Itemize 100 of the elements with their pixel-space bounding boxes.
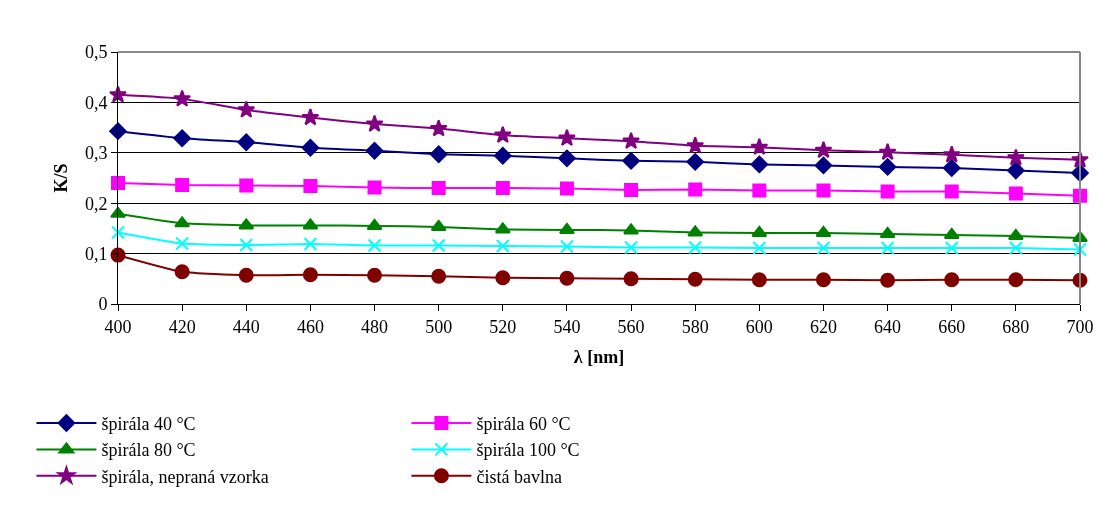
point <box>751 225 768 237</box>
point <box>559 270 575 286</box>
point <box>1008 186 1023 201</box>
legend-label: čistá bavlna <box>476 466 562 487</box>
x-tick-label: 620 <box>809 316 837 337</box>
point <box>238 218 255 230</box>
point <box>624 183 639 198</box>
point <box>1073 242 1087 257</box>
point <box>944 272 960 288</box>
x-axis-title: λ [nm] <box>573 346 625 367</box>
point <box>173 89 192 107</box>
point <box>429 119 448 137</box>
point <box>815 225 832 237</box>
point <box>494 147 512 165</box>
x-tick-label: 580 <box>681 316 709 337</box>
point <box>623 223 639 235</box>
point <box>366 218 383 230</box>
point <box>1007 161 1025 180</box>
point <box>367 267 383 283</box>
point <box>559 239 574 254</box>
point <box>431 268 447 284</box>
point <box>686 136 705 154</box>
x-tick-label: 400 <box>104 316 132 337</box>
point <box>1008 241 1023 256</box>
point <box>558 149 576 168</box>
point <box>878 142 897 161</box>
point <box>687 225 704 237</box>
point <box>174 264 190 280</box>
point <box>622 131 641 150</box>
point <box>173 129 191 147</box>
point <box>430 219 447 231</box>
point <box>1007 228 1024 240</box>
point <box>623 271 639 287</box>
point <box>880 272 896 288</box>
point <box>944 184 959 199</box>
point <box>557 128 576 146</box>
point <box>175 236 190 251</box>
point <box>559 181 574 196</box>
x-tick-label: 540 <box>553 316 581 337</box>
x-tick-label: 420 <box>168 316 196 337</box>
point <box>303 179 318 194</box>
point <box>301 108 320 126</box>
point <box>815 272 831 288</box>
point <box>750 155 769 174</box>
point <box>622 152 640 170</box>
point <box>239 178 254 193</box>
legend-label: špirála 40 °C <box>101 414 196 435</box>
point <box>303 237 318 252</box>
point <box>879 226 896 238</box>
point <box>752 183 767 198</box>
point <box>878 158 897 176</box>
point <box>494 222 511 234</box>
point <box>880 184 895 199</box>
point <box>431 181 446 196</box>
legend-label: špirála, nepraná vzorka <box>101 466 269 487</box>
point <box>944 241 959 256</box>
legend-label: špirála 80 °C <box>101 440 196 461</box>
x-tick-label: 640 <box>874 316 902 337</box>
point <box>495 239 510 254</box>
point <box>238 267 254 283</box>
x-tick-label: 500 <box>425 316 453 337</box>
point <box>175 178 190 193</box>
point <box>942 159 961 177</box>
point <box>302 267 318 283</box>
point <box>109 122 127 140</box>
x-tick-label: 560 <box>617 316 645 337</box>
point <box>365 114 384 132</box>
y-tick-label: 0,4 <box>84 92 108 113</box>
x-tick-label: 680 <box>1002 316 1030 337</box>
point <box>111 176 125 191</box>
point <box>110 206 126 218</box>
x-tick-label: 600 <box>745 316 773 337</box>
point <box>816 241 831 256</box>
point <box>943 227 960 239</box>
point <box>751 272 767 288</box>
point <box>111 225 125 240</box>
point <box>686 153 704 171</box>
x-tick-label: 480 <box>361 316 389 337</box>
point <box>752 241 767 256</box>
x-tick-label: 520 <box>489 316 517 337</box>
point <box>302 218 319 230</box>
point <box>365 141 384 160</box>
y-tick-label: 0 <box>98 294 108 315</box>
legend-label: špirála 100 °C <box>476 440 580 461</box>
x-tick-label: 460 <box>296 316 324 337</box>
point <box>688 240 703 255</box>
point <box>237 100 256 118</box>
y-tick-label: 0,5 <box>84 42 108 63</box>
x-tick-label: 440 <box>232 316 260 337</box>
point <box>109 85 127 103</box>
point <box>1008 272 1024 288</box>
point <box>493 125 512 143</box>
point <box>174 216 191 228</box>
y-tick-label: 0,2 <box>84 193 108 214</box>
x-tick-label: 660 <box>938 316 966 337</box>
point <box>816 183 831 198</box>
point <box>239 238 254 253</box>
point <box>431 238 446 253</box>
point <box>942 145 961 163</box>
point <box>880 241 895 256</box>
